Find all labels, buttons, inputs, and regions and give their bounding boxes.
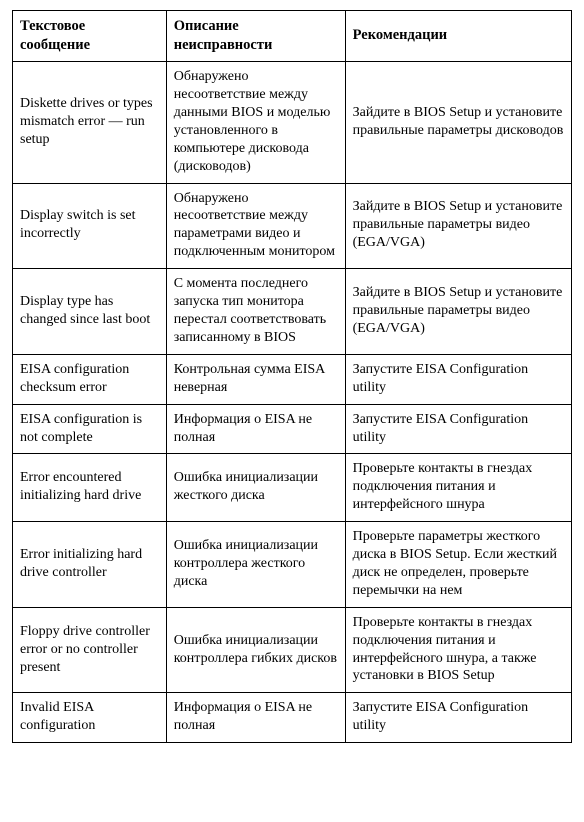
bios-errors-table: Текстовое сообщение Описание неисправнос… (12, 10, 572, 743)
table-row: Floppy drive controller error or no cont… (13, 607, 572, 693)
cell-description: С момента последнего запуска тип монитор… (166, 269, 345, 355)
table-row: EISA configuration is not complete Инфор… (13, 404, 572, 454)
cell-description: Обнаружено несоответствие между параметр… (166, 183, 345, 269)
table-row: Diskette drives or types mismatch error … (13, 62, 572, 183)
cell-description: Ошибка инициализации контроллера жестког… (166, 522, 345, 608)
cell-message: Error encountered initializing hard driv… (13, 454, 167, 522)
table-row: Display type has changed since last boot… (13, 269, 572, 355)
cell-recommendation: Проверьте контакты в гнездах подключения… (345, 454, 571, 522)
col-header-description: Описание неисправности (166, 11, 345, 62)
table-row: Error initializing hard drive controller… (13, 522, 572, 608)
cell-description: Информация о EISA не полная (166, 404, 345, 454)
cell-message: EISA configuration checksum error (13, 354, 167, 404)
cell-recommendation: Запустите EISA Configuration utility (345, 693, 571, 743)
col-header-recommendation: Рекомендации (345, 11, 571, 62)
cell-recommendation: Проверьте контакты в гнездах подключения… (345, 607, 571, 693)
table-row: EISA configuration checksum error Контро… (13, 354, 572, 404)
cell-message: Error initializing hard drive controller (13, 522, 167, 608)
cell-recommendation: Запустите EISA Configuration utility (345, 354, 571, 404)
cell-recommendation: Зайдите в BIOS Setup и установите правил… (345, 62, 571, 183)
cell-description: Ошибка инициализации жесткого диска (166, 454, 345, 522)
cell-message: Floppy drive controller error or no cont… (13, 607, 167, 693)
table-row: Invalid EISA configuration Информация о … (13, 693, 572, 743)
cell-recommendation: Запустите EISA Configuration utility (345, 404, 571, 454)
table-row: Display switch is set incorrectly Обнару… (13, 183, 572, 269)
cell-recommendation: Зайдите в BIOS Setup и установите правил… (345, 183, 571, 269)
cell-description: Информация о EISA не полная (166, 693, 345, 743)
table-header-row: Текстовое сообщение Описание неисправнос… (13, 11, 572, 62)
col-header-message: Текстовое сообщение (13, 11, 167, 62)
cell-message: EISA configuration is not complete (13, 404, 167, 454)
cell-recommendation: Зайдите в BIOS Setup и установите правил… (345, 269, 571, 355)
cell-recommendation: Проверьте параметры жесткого диска в BIO… (345, 522, 571, 608)
cell-description: Контрольная сумма EISA неверная (166, 354, 345, 404)
table-row: Error encountered initializing hard driv… (13, 454, 572, 522)
cell-description: Обнаружено несоответствие между данными … (166, 62, 345, 183)
cell-message: Invalid EISA configuration (13, 693, 167, 743)
cell-description: Ошибка инициализации контроллера гибких … (166, 607, 345, 693)
cell-message: Diskette drives or types mismatch error … (13, 62, 167, 183)
cell-message: Display type has changed since last boot (13, 269, 167, 355)
cell-message: Display switch is set incorrectly (13, 183, 167, 269)
